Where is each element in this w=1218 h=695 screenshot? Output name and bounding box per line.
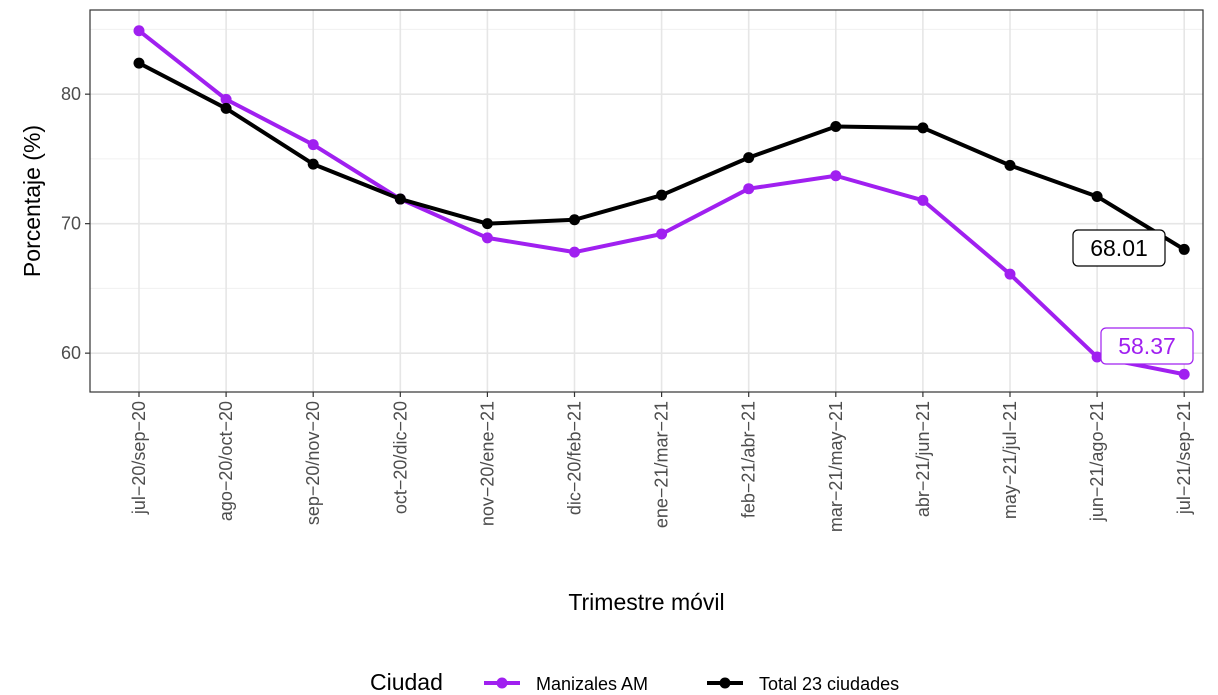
data-point [1091, 351, 1103, 363]
data-point [481, 218, 493, 230]
end-label: 58.37 [1100, 327, 1194, 365]
x-axis-title: Trimestre móvil [568, 589, 724, 615]
end-label-box [1072, 229, 1166, 267]
data-point [656, 189, 668, 201]
x-tick-label: abr−21/jun−21 [913, 401, 933, 517]
series-layer [133, 25, 1190, 380]
end-label-text: 68.01 [1090, 235, 1148, 261]
data-point [1178, 368, 1190, 380]
data-point [307, 139, 319, 151]
x-tick-label: oct−20/dic−20 [390, 401, 410, 514]
series [133, 25, 1190, 380]
data-point [133, 25, 145, 37]
end-labels: 58.37 68.01 [1072, 229, 1194, 365]
end-label-box [1100, 327, 1194, 365]
data-point [1004, 268, 1016, 280]
legend-item: Manizales AM [484, 674, 648, 694]
legend-label: Total 23 ciudades [759, 674, 899, 694]
data-point [394, 193, 406, 205]
data-point [569, 214, 580, 226]
x-tick-label: may−21/jul−21 [1000, 401, 1020, 519]
data-point [1004, 159, 1016, 171]
legend-key-point [719, 677, 731, 689]
data-point [656, 228, 668, 240]
x-tick-label: sep−20/nov−20 [303, 401, 323, 525]
end-label: 68.01 [1072, 229, 1166, 267]
y-tick-label: 60 [61, 343, 81, 363]
x-tick-label: jul−20/sep−20 [129, 401, 149, 515]
data-point [830, 121, 842, 133]
y-axis: 60 70 80 [61, 84, 90, 363]
x-tick-label: mar−21/may−21 [826, 401, 846, 532]
legend: Ciudad Manizales AM Total 23 ciudades [370, 669, 899, 695]
data-point [743, 152, 755, 164]
x-tick-label: ago−20/oct−20 [216, 401, 236, 521]
x-axis: jul−20/sep−20 ago−20/oct−20 sep−20/nov−20 o… [129, 392, 1194, 532]
x-tick-label: ene−21/mar−21 [652, 401, 672, 528]
x-tick-label: jun−21/ago−21 [1087, 401, 1107, 522]
x-tick-label: nov−20/ene−21 [477, 401, 497, 526]
y-tick-label: 80 [61, 84, 81, 104]
data-point [220, 102, 232, 114]
legend-label: Manizales AM [536, 674, 648, 694]
legend-item: Total 23 ciudades [707, 674, 899, 694]
legend-title: Ciudad [370, 669, 443, 695]
minor-gridlines [90, 28, 1203, 289]
end-label-text: 58.37 [1118, 333, 1176, 359]
data-point [1178, 243, 1190, 255]
data-point [917, 194, 929, 206]
data-point [830, 170, 842, 182]
data-point [307, 158, 319, 170]
series [133, 57, 1190, 255]
panel-border [89, 9, 1204, 393]
data-point [1091, 190, 1103, 202]
data-point [917, 122, 929, 134]
data-point [133, 57, 145, 69]
data-point [220, 93, 232, 105]
x-tick-label: dic−20/feb−21 [565, 401, 585, 515]
y-axis-title: Porcentaje (%) [19, 125, 45, 277]
data-point [481, 232, 493, 244]
data-point [743, 183, 755, 195]
legend-key-point [496, 677, 508, 689]
data-point [569, 246, 580, 258]
x-tick-label: jul−21/sep−21 [1174, 401, 1194, 515]
y-tick-label: 70 [61, 214, 81, 234]
x-tick-label: feb−21/abr−21 [739, 401, 759, 518]
